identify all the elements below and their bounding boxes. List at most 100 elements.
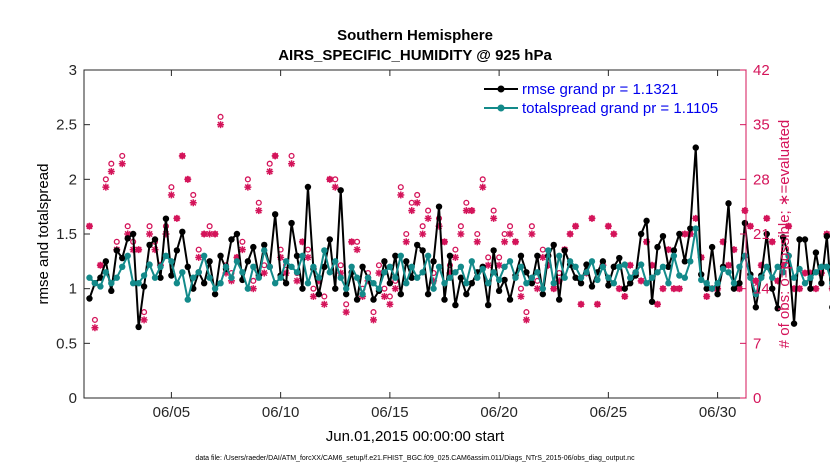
obs-possible-point (490, 207, 497, 214)
obs-possible-point (244, 176, 251, 183)
totalspread-point (741, 252, 749, 260)
y-axis-label: rmse and totalspread (35, 164, 52, 305)
rmse-point (386, 280, 394, 287)
rmse-point (211, 290, 219, 298)
obs-evaluated-point (479, 183, 487, 191)
rmse-line (88, 146, 830, 328)
rmse-point (446, 252, 454, 260)
rmse-point (796, 236, 803, 243)
totalspread-point (698, 276, 705, 284)
y-tick-label: 0 (69, 390, 77, 407)
rmse-point (534, 252, 541, 260)
totalspread-point (206, 274, 213, 281)
totalspread-point (424, 252, 432, 260)
totalspread-point (168, 258, 175, 265)
rmse-point (555, 296, 563, 303)
rmse-point (468, 280, 476, 287)
obs-evaluated-point (539, 253, 547, 261)
rmse-point (539, 290, 547, 298)
totalspread-point (211, 285, 219, 292)
totalspread-point (517, 263, 525, 270)
rmse-point (583, 261, 590, 268)
rmse-point (332, 285, 339, 292)
obs-evaluated-point (746, 222, 754, 230)
obs-evaluated-point (288, 160, 296, 168)
totalspread-point (370, 280, 377, 287)
rmse-point (654, 243, 661, 251)
totalspread-point (801, 280, 809, 287)
rmse-point (807, 285, 814, 292)
obs-possible-point (419, 223, 426, 230)
obs-evaluated-point (621, 292, 629, 300)
obs-evaluated-point (566, 230, 574, 238)
rmse-point (397, 290, 404, 298)
obs-evaluated-point (118, 160, 126, 168)
totalspread-point (779, 269, 787, 276)
rmse-point (659, 232, 667, 240)
obs-possible-point (190, 191, 197, 199)
observation-count-layer (85, 113, 830, 332)
rmse-point (687, 225, 694, 232)
rmse-point (206, 258, 213, 265)
rmse-point (763, 230, 770, 238)
x-tick-label: 06/15 (371, 404, 409, 421)
rmse-point (528, 280, 536, 287)
rmse-point (812, 249, 820, 256)
totalspread-point (299, 252, 306, 260)
totalspread-point (763, 263, 770, 270)
y2-tick-label: 0 (753, 390, 761, 407)
y2-tick-label: 21 (753, 226, 770, 243)
obs-possible-point (381, 285, 388, 292)
obs-evaluated-point (206, 230, 214, 238)
totalspread-point (807, 274, 814, 281)
totalspread-point (659, 263, 667, 270)
obs-evaluated-point (135, 246, 143, 254)
rmse-point (381, 258, 388, 265)
obs-possible-point (386, 293, 393, 300)
rmse-point (157, 274, 164, 281)
obs-evaluated-point (331, 183, 339, 191)
totalspread-point (113, 274, 120, 281)
legend-rmse-label: rmse grand pr = 1.1321 (522, 81, 678, 98)
obs-evaluated-point (167, 191, 175, 199)
obs-evaluated-point (107, 168, 115, 176)
rmse-point (140, 283, 148, 290)
y-tick-label: 2.5 (56, 117, 77, 134)
rmse-point (315, 290, 323, 298)
obs-evaluated-point (369, 316, 377, 324)
totalspread-point (419, 269, 426, 276)
rmse-point (435, 203, 443, 210)
totalspread-point (288, 263, 295, 270)
obs-evaluated-point (675, 285, 683, 293)
rmse-point (741, 219, 749, 227)
rmse-point (501, 276, 508, 284)
totalspread-point (102, 269, 110, 276)
rmse-point (244, 258, 252, 265)
totalspread-point (244, 285, 252, 292)
totalspread-point (528, 274, 536, 281)
totalspread-point (818, 263, 825, 270)
obs-evaluated-point (348, 238, 356, 246)
totalspread-point (654, 269, 661, 276)
obs-evaluated-point (211, 230, 219, 238)
obs-possible-point (397, 184, 404, 191)
rmse-point (261, 241, 268, 249)
rmse-point (730, 285, 738, 292)
totalspread-point (506, 258, 514, 265)
rmse-point (179, 228, 186, 236)
totalspread-point (692, 225, 699, 232)
totalspread-point (119, 263, 126, 270)
rmse-point (484, 301, 492, 309)
totalspread-point (605, 274, 612, 281)
obs-possible-point (425, 207, 432, 214)
obs-possible-point (206, 223, 213, 230)
obs-evaluated-point (380, 292, 388, 300)
totalspread-point (758, 274, 765, 281)
totalspread-point (293, 269, 301, 276)
obs-possible-point (501, 230, 508, 238)
obs-evaluated-point (506, 230, 514, 238)
totalspread-point (823, 263, 830, 270)
rmse-point (517, 252, 525, 260)
totalspread-point (736, 263, 743, 270)
chart-title: Southern Hemisphere (337, 27, 493, 44)
